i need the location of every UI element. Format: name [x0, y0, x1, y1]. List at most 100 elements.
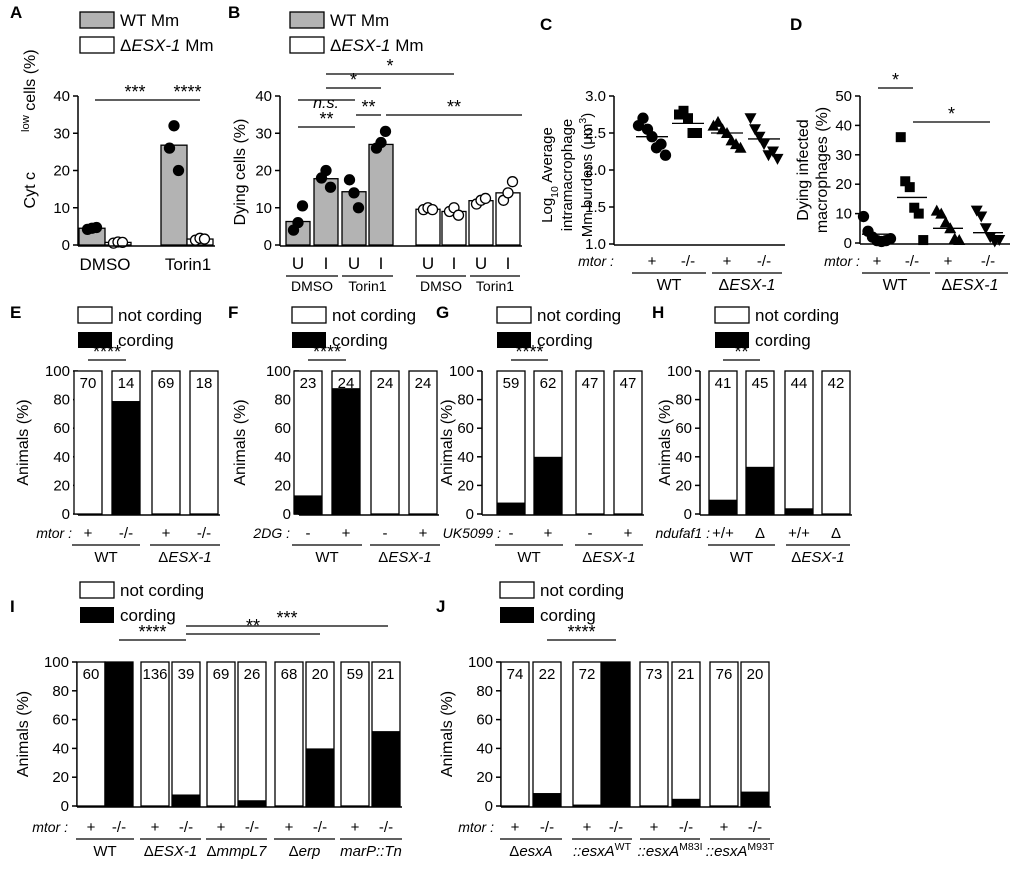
panel-J-x-tick-label: -/-: [679, 819, 693, 836]
legend-swatch-esx: [79, 36, 115, 54]
panel-I-n-label: 22: [111, 666, 128, 683]
panel-F-x-prefix: 2DG :: [252, 525, 290, 541]
legend-swatch-not-cording: [291, 306, 327, 324]
panel-J-bar: [532, 661, 562, 807]
panel-E-n-label: 18: [196, 375, 213, 392]
panel-B-sig-label: *: [386, 56, 393, 76]
panel-F-bar: [370, 370, 400, 515]
panel-G-bar: [496, 370, 526, 515]
panel-B-group-label: Torin1: [476, 278, 514, 294]
legend-label-cording: cording: [540, 606, 596, 625]
panel-B-x-tick-label: I: [452, 254, 457, 273]
panel-G-x-prefix: UK5099 :: [443, 525, 501, 541]
panel-E-sig-label: ****: [93, 342, 121, 362]
legend-swatch-cording: [292, 332, 326, 348]
panel-F-bar-cording: [294, 495, 322, 514]
legend-swatch-not-cording: [77, 306, 113, 324]
panel-J-n-label: 73: [646, 666, 663, 683]
panel-I-bar: [76, 661, 106, 807]
panel-D-y-label: Dying infected: [795, 119, 812, 220]
panel-B-point: [379, 125, 392, 138]
panel-B-point: [479, 192, 492, 205]
panel-C-point: [655, 138, 667, 150]
panel-J-group-label: ::esxAM93T: [706, 841, 775, 860]
panel-A-y-tick-label: 30: [53, 125, 70, 142]
panel-I-bar: [237, 661, 267, 807]
panel-B-point: [296, 200, 309, 212]
panel-J-bar: [500, 661, 530, 807]
legend-swatch-cording: [78, 332, 112, 348]
panel-B-point: [352, 202, 365, 214]
panel-A-group-label: Torin1: [165, 255, 211, 274]
legend-label-not-cording: not cording: [118, 306, 202, 325]
panel-F-y-label: Animals (%): [232, 399, 249, 485]
panel-D-y-label: macrophages (%): [814, 107, 831, 233]
panel-D-group-label: ΔESX-1: [942, 277, 999, 294]
panel-J-x-tick-label: +: [650, 819, 659, 836]
panel-E-n-label: 69: [158, 375, 175, 392]
panel-J-x-tick-label: -/-: [748, 819, 762, 836]
panel-I-n-label: 59: [347, 666, 364, 683]
panel-I-x-tick-label: +: [87, 819, 96, 836]
panel-C-group-label: WT: [657, 277, 682, 294]
panel-J-x-tick-label: +: [511, 819, 520, 836]
panel-H-n-label: 45: [752, 375, 769, 392]
panel-A-bar: [160, 144, 188, 246]
panel-I-n-label: 60: [83, 666, 100, 683]
panel-B-y-tick-label: 40: [255, 88, 272, 105]
panel-I-n-label: 21: [378, 666, 395, 683]
panel-F-n-label: 24: [415, 375, 432, 392]
panel-E-y-tick-label: 80: [53, 392, 70, 409]
legend-swatch-not-cording: [79, 581, 115, 599]
panel-H-y-tick-label: 20: [675, 477, 692, 494]
panel-C-point: [734, 141, 747, 153]
panel-G-y-tick-label: 60: [457, 420, 474, 437]
panel-H-bar-cording: [785, 508, 813, 514]
legend-label-cording: cording: [120, 606, 176, 625]
panel-I-n-label: 68: [281, 666, 298, 683]
panel-J-n-label: 23: [608, 666, 625, 683]
panel-A-point: [116, 236, 129, 249]
legend-swatch-wt: [289, 11, 325, 29]
panel-F-sig-label: ****: [313, 342, 341, 362]
panel-C-point: [678, 105, 689, 116]
panel-C-y-tick-label: 1.0: [585, 236, 606, 253]
panel-I-y-tick-label: 100: [44, 654, 69, 671]
panel-D-x-tick-label: +: [873, 253, 882, 270]
panel-letter-F: F: [228, 303, 238, 322]
legend-label-not-cording: not cording: [537, 306, 621, 325]
panel-C-y-tick-label: 2.5: [585, 125, 606, 142]
panel-I-x-tick-label: -/-: [112, 819, 126, 836]
panel-J-bar: [709, 661, 739, 807]
panel-B-point: [426, 203, 439, 216]
panel-D-sig-label: *: [892, 70, 899, 90]
panel-C-y-label: intramacrophage: [559, 119, 576, 232]
panel-C-point: [758, 139, 770, 151]
panel-G-n-label: 59: [503, 375, 520, 392]
panel-E-n-label: 70: [80, 375, 97, 392]
panel-A-y-label: Cyt c: [22, 172, 39, 208]
panel-H-x-prefix: ndufaf1 :: [656, 525, 711, 541]
panel-B-sig-label: **: [319, 109, 333, 129]
panel-letter-I: I: [10, 597, 15, 616]
panel-C-x-tick-label: -/-: [681, 253, 695, 270]
panel-D-x-tick-label: -/-: [981, 253, 995, 270]
panel-B-point: [348, 187, 360, 199]
panel-B-point: [502, 187, 514, 199]
panel-G-n-label: 47: [620, 375, 637, 392]
panel-F-group-label: WT: [315, 549, 338, 566]
panel-B-y-tick-label: 30: [255, 125, 272, 142]
panel-H-x-tick-label: Δ: [755, 525, 765, 542]
panel-H-y-tick-label: 40: [675, 449, 692, 466]
panel-G-x-tick-label: +: [624, 525, 633, 542]
panel-B-point: [292, 216, 304, 229]
panel-J-n-label: 76: [716, 666, 733, 683]
panel-G-n-label: 62: [540, 375, 557, 392]
panel-C-group-label: ΔESX-1: [719, 277, 776, 294]
panel-E-y-tick-label: 60: [53, 420, 70, 437]
panel-H-bar-cording: [746, 466, 774, 514]
panel-D-group-label: WT: [883, 277, 908, 294]
panel-I-bar-cording: [172, 794, 200, 806]
panel-I-group-label: marP::Tn: [340, 843, 402, 860]
panel-B-x-tick-label: U: [422, 254, 434, 273]
